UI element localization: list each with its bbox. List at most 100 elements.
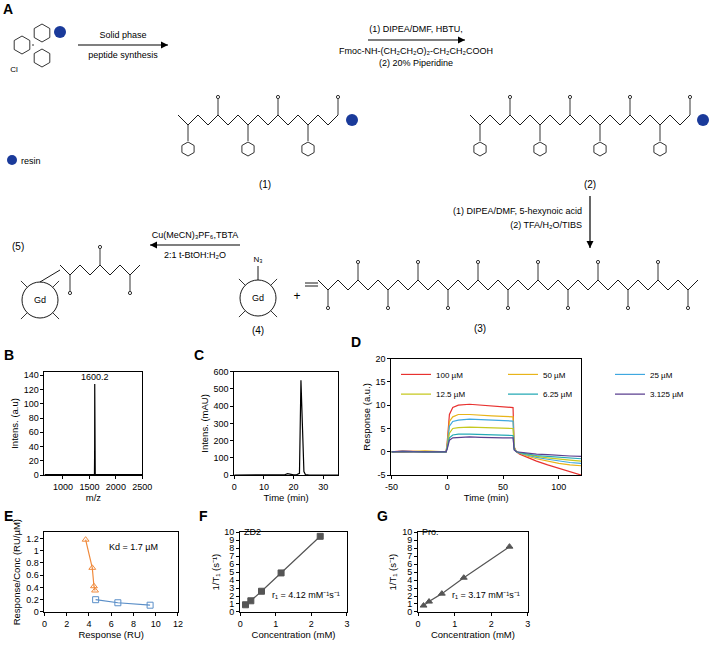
- svg-text:(4): (4): [252, 325, 264, 336]
- svg-text:0: 0: [223, 470, 228, 480]
- svg-text:3: 3: [344, 619, 349, 629]
- svg-text:(1) DIPEA/DMF, 5-hexynoic acid: (1) DIPEA/DMF, 5-hexynoic acid: [453, 206, 582, 216]
- svg-text:0.4: 0.4: [26, 583, 39, 593]
- svg-text:2500: 2500: [132, 482, 152, 492]
- svg-text:1: 1: [407, 599, 412, 609]
- svg-text:6: 6: [407, 559, 412, 569]
- svg-text:Concentration (mM): Concentration (mM): [252, 629, 336, 640]
- svg-text:0: 0: [232, 482, 237, 492]
- svg-text:0.8: 0.8: [26, 558, 39, 568]
- svg-text:Cl: Cl: [10, 65, 18, 74]
- svg-text:0: 0: [407, 607, 412, 617]
- svg-text:100 µM: 100 µM: [436, 371, 463, 380]
- svg-text:30: 30: [318, 482, 328, 492]
- svg-text:6: 6: [109, 619, 114, 629]
- svg-text:3: 3: [525, 619, 530, 629]
- svg-text:15: 15: [376, 377, 386, 387]
- svg-text:5: 5: [407, 567, 412, 577]
- svg-text:(3): (3): [474, 323, 486, 334]
- svg-text:20: 20: [29, 456, 39, 466]
- svg-text:60: 60: [29, 427, 39, 437]
- svg-text:Time (min): Time (min): [464, 492, 509, 503]
- svg-text:E: E: [4, 508, 13, 524]
- svg-text:1: 1: [229, 599, 234, 609]
- svg-text:0: 0: [445, 482, 450, 492]
- svg-text:0.6: 0.6: [26, 570, 39, 580]
- svg-text:0: 0: [42, 619, 47, 629]
- svg-text:2: 2: [64, 619, 69, 629]
- svg-text:20: 20: [376, 354, 386, 364]
- svg-text:80: 80: [29, 413, 39, 423]
- svg-text:1: 1: [273, 619, 278, 629]
- svg-text:G: G: [377, 508, 388, 524]
- svg-text:(2) 20% Piperidine: (2) 20% Piperidine: [379, 58, 453, 68]
- svg-text:300: 300: [213, 419, 228, 429]
- svg-text:7: 7: [229, 551, 234, 561]
- svg-text:Intens. (mAU): Intens. (mAU): [199, 394, 210, 453]
- svg-text:Gd: Gd: [252, 293, 264, 303]
- svg-text:10: 10: [402, 527, 412, 537]
- svg-text:(2): (2): [584, 179, 596, 190]
- svg-text:6.25 µM: 6.25 µM: [543, 390, 572, 399]
- svg-text:1600.2: 1600.2: [81, 372, 109, 382]
- svg-text:10: 10: [224, 527, 234, 537]
- svg-text:2: 2: [407, 591, 412, 601]
- svg-text:-50: -50: [385, 482, 398, 492]
- svg-text:0: 0: [229, 607, 234, 617]
- svg-text:200: 200: [213, 436, 228, 446]
- svg-text:4: 4: [407, 575, 412, 585]
- svg-text:r₁ = 4.12 mM⁻¹s⁻¹: r₁ = 4.12 mM⁻¹s⁻¹: [272, 590, 340, 600]
- svg-text:140: 140: [24, 370, 39, 380]
- svg-text:Cu(MeCN)₃PF₆,TBTA: Cu(MeCN)₃PF₆,TBTA: [152, 230, 239, 240]
- svg-text:0: 0: [238, 619, 243, 629]
- svg-text:8: 8: [229, 543, 234, 553]
- svg-text:ZD2: ZD2: [244, 527, 261, 537]
- svg-text:120: 120: [24, 385, 39, 395]
- svg-text:(1): (1): [259, 179, 271, 190]
- svg-text:50: 50: [498, 482, 508, 492]
- svg-text:peptide synthesis: peptide synthesis: [88, 50, 158, 60]
- svg-text:Response (RU): Response (RU): [78, 629, 143, 640]
- svg-text:Pro.: Pro.: [422, 527, 439, 537]
- svg-text:0: 0: [34, 470, 39, 480]
- svg-text:8: 8: [407, 543, 412, 553]
- svg-text:Intens. (a.u): Intens. (a.u): [9, 398, 20, 449]
- svg-text:400: 400: [213, 401, 228, 411]
- svg-text:3: 3: [407, 583, 412, 593]
- svg-text:m/z: m/z: [86, 492, 102, 503]
- svg-text:B: B: [4, 347, 14, 363]
- svg-text:10: 10: [376, 400, 386, 410]
- svg-text:50 µM: 50 µM: [543, 371, 566, 380]
- svg-text:C: C: [194, 347, 204, 363]
- svg-text:0: 0: [381, 447, 386, 457]
- svg-text:2: 2: [229, 591, 234, 601]
- svg-text:A: A: [3, 1, 13, 17]
- svg-text:Fmoc-NH-(CH₂CH₂O)₂-CH₂CH₂COOH: Fmoc-NH-(CH₂CH₂O)₂-CH₂CH₂COOH: [339, 46, 493, 56]
- svg-text:D: D: [351, 334, 361, 350]
- svg-text:10: 10: [259, 482, 269, 492]
- svg-text:8: 8: [131, 619, 136, 629]
- svg-text:12.5 µM: 12.5 µM: [436, 390, 465, 399]
- svg-text:0.2: 0.2: [26, 595, 39, 605]
- svg-text:40: 40: [29, 442, 39, 452]
- svg-text:2000: 2000: [106, 482, 126, 492]
- svg-text:1: 1: [452, 619, 457, 629]
- svg-text:resin: resin: [21, 156, 41, 166]
- svg-text:r₁ = 3.17 mM⁻¹s⁻¹: r₁ = 3.17 mM⁻¹s⁻¹: [452, 590, 520, 600]
- svg-text:Concentration (mM): Concentration (mM): [431, 629, 515, 640]
- svg-text:Time (min): Time (min): [264, 492, 309, 503]
- svg-text:0: 0: [416, 619, 421, 629]
- svg-text:500: 500: [213, 384, 228, 394]
- svg-text:4: 4: [86, 619, 91, 629]
- svg-text:7: 7: [407, 551, 412, 561]
- svg-text:3: 3: [229, 583, 234, 593]
- svg-text:20: 20: [289, 482, 299, 492]
- svg-text:5: 5: [381, 424, 386, 434]
- svg-text:1/T₁ (s⁻¹): 1/T₁ (s⁻¹): [210, 554, 221, 591]
- svg-text:4: 4: [229, 575, 234, 585]
- svg-text:100: 100: [551, 482, 566, 492]
- svg-text:(5): (5): [12, 241, 24, 252]
- svg-text:N₃: N₃: [253, 255, 262, 264]
- svg-text:Gd: Gd: [34, 295, 46, 305]
- svg-text:F: F: [199, 508, 208, 524]
